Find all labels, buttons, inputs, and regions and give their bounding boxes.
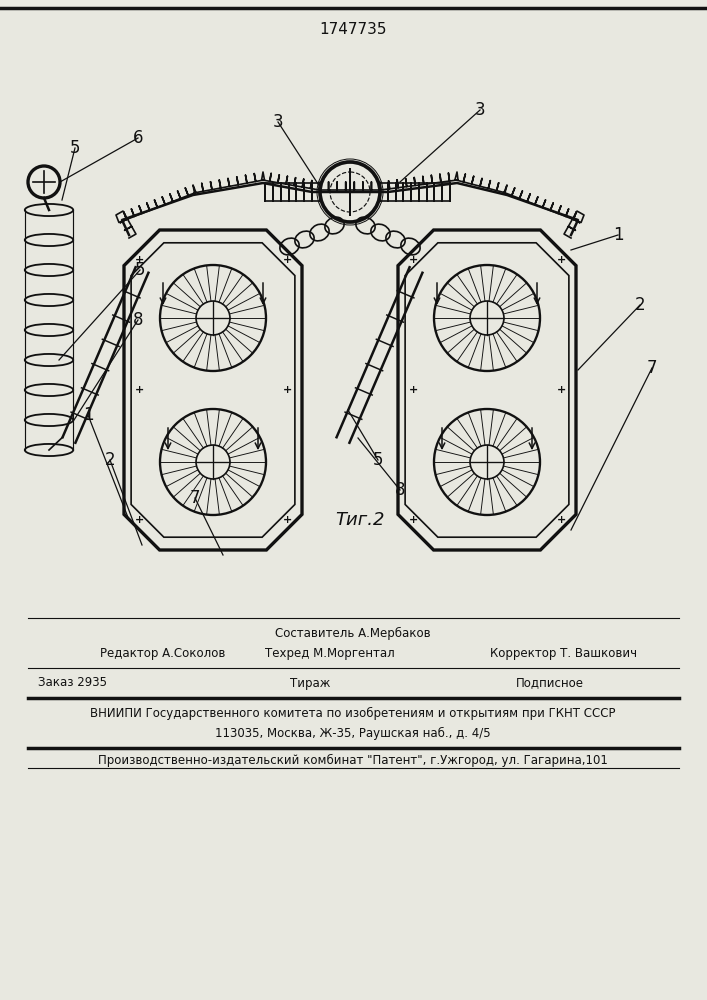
- Text: +: +: [556, 385, 566, 395]
- Text: 1: 1: [83, 406, 93, 424]
- Text: 8: 8: [133, 311, 144, 329]
- Text: +: +: [134, 385, 144, 395]
- Text: +: +: [134, 255, 144, 265]
- Text: Корректор Т. Вашкович: Корректор Т. Вашкович: [490, 647, 637, 660]
- Text: +: +: [282, 385, 291, 395]
- Text: +: +: [556, 255, 566, 265]
- Text: Производственно-издательский комбинат "Патент", г.Ужгород, ул. Гагарина,101: Производственно-издательский комбинат "П…: [98, 753, 608, 767]
- Text: 3: 3: [273, 113, 284, 131]
- Text: Заказ 2935: Заказ 2935: [38, 676, 107, 690]
- Text: +: +: [409, 515, 418, 525]
- Text: 5: 5: [373, 451, 383, 469]
- Text: Редактор А.Соколов: Редактор А.Соколов: [100, 647, 226, 660]
- Text: 7: 7: [189, 489, 200, 507]
- Text: +: +: [282, 255, 291, 265]
- Text: +: +: [409, 385, 418, 395]
- Text: +: +: [556, 515, 566, 525]
- Text: Тираж: Тираж: [290, 676, 330, 690]
- Text: 5: 5: [70, 139, 81, 157]
- Text: Составитель А.Мербаков: Составитель А.Мербаков: [275, 626, 431, 640]
- Text: Подписное: Подписное: [516, 676, 584, 690]
- Text: 7: 7: [647, 359, 658, 377]
- Text: 1747735: 1747735: [320, 22, 387, 37]
- Text: 8: 8: [395, 481, 405, 499]
- Text: Техред М.Моргентал: Техред М.Моргентал: [265, 647, 395, 660]
- Text: +: +: [409, 255, 418, 265]
- Text: 3: 3: [474, 101, 485, 119]
- Text: Τиг.2: Τиг.2: [335, 511, 385, 529]
- Text: 5: 5: [135, 261, 145, 279]
- Text: 2: 2: [635, 296, 645, 314]
- Text: 2: 2: [105, 451, 115, 469]
- Text: +: +: [282, 515, 291, 525]
- Text: 6: 6: [133, 129, 144, 147]
- Text: 113035, Москва, Ж-35, Раушская наб., д. 4/5: 113035, Москва, Ж-35, Раушская наб., д. …: [215, 726, 491, 740]
- Text: +: +: [134, 515, 144, 525]
- Text: ВНИИПИ Государственного комитета по изобретениям и открытиям при ГКНТ СССР: ВНИИПИ Государственного комитета по изоб…: [90, 706, 616, 720]
- Text: 1: 1: [613, 226, 624, 244]
